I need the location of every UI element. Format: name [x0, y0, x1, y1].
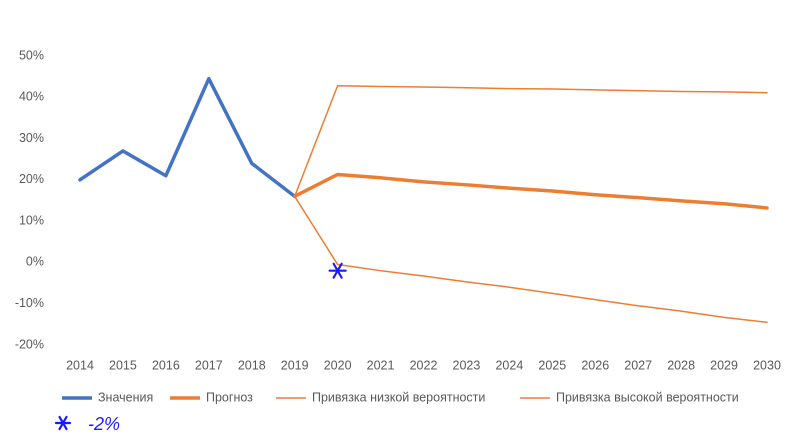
annotation-label: -2%	[88, 414, 120, 434]
legend-label: Значения	[98, 390, 153, 404]
y-tick-label: -10%	[15, 296, 44, 310]
series-line	[292, 172, 769, 210]
y-tick-label: 30%	[19, 131, 44, 145]
x-tick-label: 2030	[753, 358, 781, 372]
x-tick-label: 2022	[410, 358, 438, 372]
x-tick-label: 2024	[495, 358, 523, 372]
x-tick-label: 2014	[66, 358, 94, 372]
x-tick-label: 2018	[238, 358, 266, 372]
x-tick-label: 2025	[538, 358, 566, 372]
series-line	[78, 76, 297, 199]
x-tick-label: 2015	[109, 358, 137, 372]
legend-label: Привязка высокой вероятности	[556, 390, 739, 404]
x-tick-label: 2021	[367, 358, 395, 372]
x-tick-label: 2026	[581, 358, 609, 372]
x-tick-label: 2029	[710, 358, 738, 372]
series-line	[293, 195, 768, 324]
x-tick-label: 2016	[152, 358, 180, 372]
x-tick-label: 2028	[667, 358, 695, 372]
asterisk-stroke	[332, 262, 343, 279]
series-line	[293, 84, 768, 198]
y-tick-label: 20%	[19, 172, 44, 186]
x-tick-label: 2019	[281, 358, 309, 372]
x-tick-label: 2020	[324, 358, 352, 372]
x-tick-label: 2023	[453, 358, 481, 372]
legend-label: Прогноз	[206, 390, 253, 404]
y-tick-label: 10%	[19, 213, 44, 227]
annotation-marker	[328, 262, 347, 279]
x-tick-label: 2017	[195, 358, 223, 372]
asterisk-stroke	[58, 415, 68, 431]
y-tick-label: 40%	[19, 90, 44, 104]
y-tick-label: -20%	[15, 337, 44, 351]
x-tick-label: 2027	[624, 358, 652, 372]
y-tick-label: 50%	[19, 48, 44, 62]
annotation-key-icon	[54, 415, 72, 431]
y-tick-label: 0%	[26, 255, 44, 269]
legend-label: Привязка низкой вероятности	[312, 390, 485, 404]
